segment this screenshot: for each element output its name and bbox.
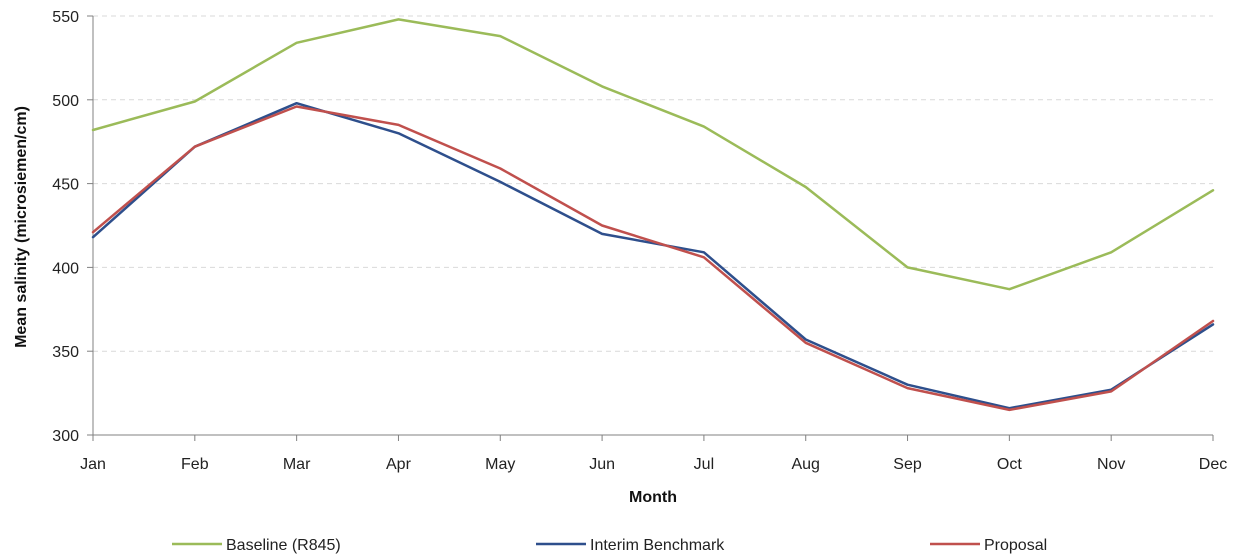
series-lines xyxy=(91,18,1215,412)
legend-label: Proposal xyxy=(984,537,1047,554)
series-line-proposal xyxy=(91,105,1215,412)
y-tick-label: 350 xyxy=(52,344,79,361)
y-tick-labels: 300 350 400 450 500 550 xyxy=(52,9,79,445)
y-tick-label: 300 xyxy=(52,428,79,445)
legend-label: Interim Benchmark xyxy=(590,537,725,554)
x-tick-label: Mar xyxy=(283,456,311,473)
x-axis-title: Month xyxy=(629,489,677,506)
y-tick-label: 550 xyxy=(52,9,79,26)
x-tick-labels: Jan Feb Mar Apr May Jun Jul Aug Sep Oct Nov Dec xyxy=(80,456,1227,473)
x-tick-label: Jul xyxy=(694,456,714,473)
x-tick-label: Jun xyxy=(589,456,615,473)
x-tick-label: Aug xyxy=(791,456,819,473)
series-line-interim-benchmark xyxy=(91,101,1215,410)
series-line-baseline-r845 xyxy=(91,18,1215,291)
axes xyxy=(87,15,1214,441)
y-tick-label: 450 xyxy=(52,177,79,194)
x-tick-label: May xyxy=(485,456,515,473)
x-tick-label: Dec xyxy=(1199,456,1227,473)
y-tick-label: 500 xyxy=(52,93,79,110)
x-tick-label: Nov xyxy=(1097,456,1125,473)
legend-label: Baseline (R845) xyxy=(226,537,341,554)
x-tick-label: Oct xyxy=(997,456,1022,473)
x-tick-label: Apr xyxy=(386,456,412,473)
y-tick-label: 400 xyxy=(52,260,79,277)
x-tick-label: Feb xyxy=(181,456,209,473)
gridlines xyxy=(93,15,1213,352)
y-axis-title: Mean salinity (microsiemen/cm) xyxy=(13,106,30,348)
x-tick-label: Sep xyxy=(893,456,922,473)
x-tick-label: Jan xyxy=(80,456,106,473)
legend: Baseline (R845) Interim Benchmark Proposal xyxy=(172,537,1047,554)
